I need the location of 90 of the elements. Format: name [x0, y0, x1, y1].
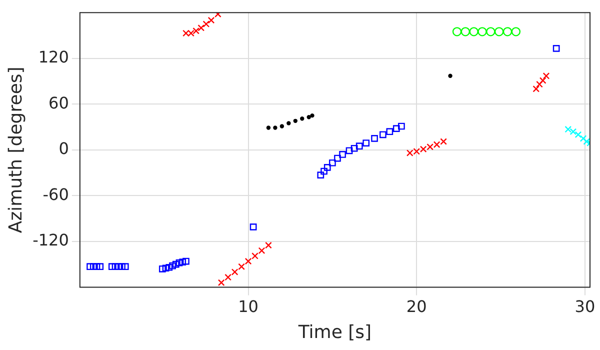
point — [420, 146, 427, 153]
point — [306, 115, 311, 120]
point — [162, 264, 170, 272]
y-tick-label: 120 — [38, 48, 69, 67]
point — [380, 131, 386, 138]
point — [469, 27, 478, 36]
point — [96, 263, 104, 270]
point — [542, 72, 550, 80]
point — [334, 154, 341, 162]
x-tick-label: 20 — [406, 296, 427, 316]
point — [182, 258, 190, 265]
point — [182, 30, 190, 37]
point — [329, 159, 336, 166]
point — [250, 224, 257, 230]
point — [310, 113, 314, 118]
point — [266, 126, 271, 130]
point — [440, 138, 447, 145]
point — [273, 126, 278, 130]
point — [86, 263, 94, 270]
y-axis-title: Azimuth [degrees] — [5, 66, 26, 234]
point — [202, 20, 210, 28]
point — [448, 74, 452, 78]
point — [214, 12, 222, 18]
point — [536, 80, 543, 88]
point — [320, 168, 328, 175]
point — [224, 274, 232, 281]
point — [478, 27, 487, 36]
point — [356, 142, 363, 150]
point — [179, 258, 186, 266]
point — [552, 45, 560, 52]
point — [452, 27, 462, 36]
point — [339, 151, 346, 158]
y-tick-label: 60 — [48, 93, 69, 112]
point — [570, 128, 577, 136]
point — [122, 263, 129, 270]
point — [346, 147, 353, 154]
point — [426, 143, 434, 150]
point — [176, 259, 183, 266]
point — [208, 16, 215, 24]
point — [564, 126, 572, 133]
point — [172, 260, 180, 268]
point — [532, 85, 540, 92]
point — [460, 27, 470, 36]
point — [317, 172, 324, 178]
point — [112, 263, 119, 270]
point — [115, 263, 122, 270]
point — [350, 144, 358, 152]
point — [108, 263, 116, 270]
point — [244, 258, 252, 265]
point — [238, 263, 245, 270]
y-tick-label: -120 — [32, 230, 69, 250]
point — [502, 27, 512, 36]
point — [433, 141, 440, 148]
point — [198, 24, 205, 32]
x-tick-label: 10 — [238, 296, 258, 316]
point — [406, 150, 414, 156]
point — [486, 27, 496, 36]
point — [252, 252, 258, 260]
point — [300, 116, 304, 121]
x-axis-title: Time [s] — [297, 322, 372, 343]
point — [166, 264, 173, 271]
point — [158, 265, 166, 272]
point — [371, 135, 378, 142]
point — [93, 263, 100, 270]
point — [188, 30, 194, 37]
point — [218, 279, 225, 286]
point — [511, 27, 521, 36]
x-tick-label: 30 — [574, 296, 596, 316]
point — [324, 164, 331, 171]
point — [231, 268, 238, 276]
point — [293, 118, 298, 124]
point — [280, 124, 284, 128]
point — [580, 135, 587, 142]
point — [583, 138, 590, 145]
point — [494, 27, 504, 36]
point — [258, 247, 266, 254]
point — [192, 27, 200, 34]
point — [398, 122, 405, 130]
point — [392, 125, 400, 132]
point — [169, 262, 176, 270]
point — [539, 77, 546, 84]
y-tick-label: 0 — [58, 139, 69, 158]
point — [413, 148, 420, 155]
point — [90, 263, 97, 270]
point — [286, 121, 291, 126]
y-tick-label: -60 — [42, 184, 69, 204]
point — [265, 242, 272, 249]
point — [386, 128, 394, 136]
point — [362, 140, 370, 146]
point — [574, 131, 582, 138]
